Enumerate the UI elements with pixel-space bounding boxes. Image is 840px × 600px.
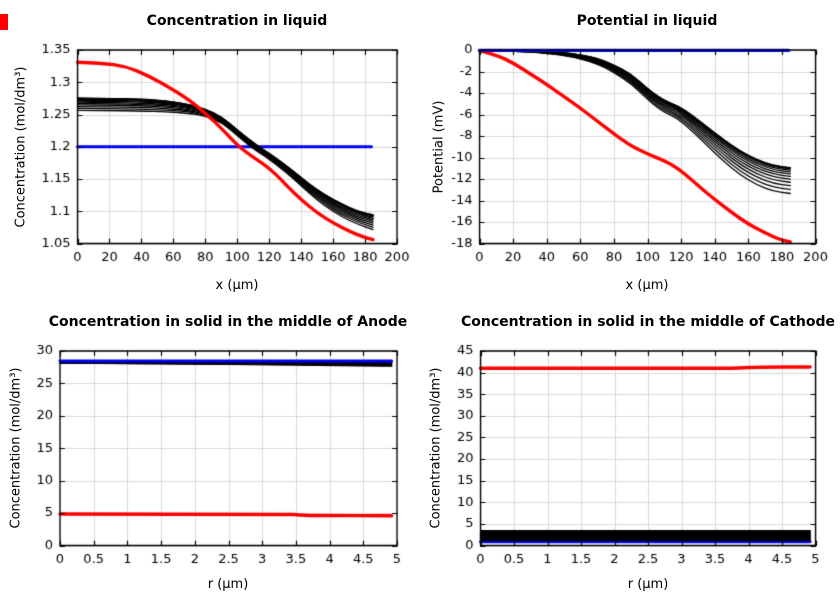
plot-area-potential-in-liquid bbox=[420, 0, 840, 300]
chart-title-concentration-solid-cathode: Concentration in solid in the middle of … bbox=[460, 314, 836, 330]
x-axis-label-concentration-solid-cathode: r (μm) bbox=[627, 577, 669, 592]
chart-title-potential-in-liquid: Potential in liquid bbox=[576, 13, 718, 29]
y-axis-label-concentration-solid-anode: Concentration (mol/dm³) bbox=[8, 367, 24, 529]
chart-concentration-solid-cathode: Concentration in solid in the middle of … bbox=[420, 300, 840, 600]
plot-area-concentration-solid-anode bbox=[0, 300, 420, 600]
y-axis-label-concentration-solid-cathode: Concentration (mol/dm³) bbox=[428, 367, 444, 529]
chart-title-concentration-solid-anode: Concentration in solid in the middle of … bbox=[48, 314, 408, 330]
chart-title-concentration-in-liquid: Concentration in liquid bbox=[146, 13, 328, 29]
x-axis-label-concentration-in-liquid: x (μm) bbox=[215, 278, 259, 293]
y-axis-label-potential-in-liquid: Potential (mV) bbox=[431, 100, 447, 194]
plot-area-concentration-in-liquid bbox=[0, 0, 420, 300]
x-axis-label-potential-in-liquid: x (μm) bbox=[625, 278, 669, 293]
plot-area-concentration-solid-cathode bbox=[420, 300, 840, 600]
y-axis-label-concentration-in-liquid: Concentration (mol/dm³) bbox=[13, 66, 29, 228]
chart-concentration-solid-anode: Concentration in solid in the middle of … bbox=[0, 300, 420, 600]
chart-potential-in-liquid: Potential in liquid Potential (mV) x (μm… bbox=[420, 0, 840, 300]
x-axis-label-concentration-solid-anode: r (μm) bbox=[207, 577, 249, 592]
chart-concentration-in-liquid: Concentration in liquid Concentration (m… bbox=[0, 0, 420, 300]
